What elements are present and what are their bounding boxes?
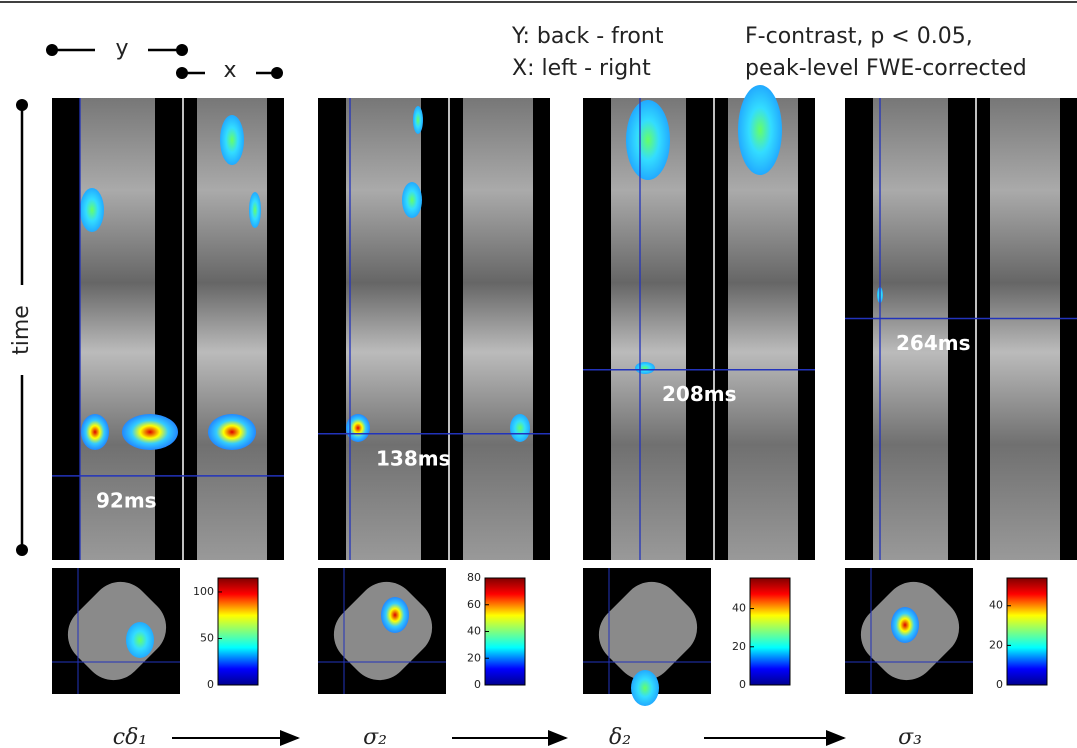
image-strip [873,98,948,560]
panels: 92ms 0 50 100 cδ₁ 138ms 0 20 40 60 80 σ₂ 208ms 0 20 40 δ… [52,85,1077,748]
slice-activation [631,670,659,706]
activation [249,192,261,228]
activation [122,414,178,450]
colorbar-tick-label: 20 [989,638,1003,651]
slice-activation [381,597,409,633]
stage-label: cδ₁ [113,725,147,748]
colorbar-tick-label: 20 [732,640,746,653]
contrast-note: peak-level FWE-corrected [745,56,1027,81]
colorbar-tick-label: 50 [200,631,214,644]
time-label: 138ms [376,446,451,470]
time-label: time [9,305,34,355]
image-strip [197,98,267,560]
slice-activation [126,622,154,658]
colorbar-tick-label: 0 [739,678,746,691]
colorbar-tick-label: 0 [474,678,481,691]
activation [402,182,422,218]
activation [413,106,423,134]
slice-activation [891,607,919,643]
dot [271,67,283,79]
colorbar-tick-label: 20 [467,651,481,664]
colorbar-tick-label: 0 [996,678,1003,691]
colorbar-tick-label: 40 [467,625,481,638]
colorbar-tick-label: 40 [989,599,1003,612]
dot [16,544,28,556]
time-label: 208ms [662,382,737,406]
activation [220,115,244,165]
image-strip [346,98,421,560]
colorbar-tick-label: 60 [467,598,481,611]
colorbar [1007,578,1047,685]
activation [81,414,109,450]
colorbar-tick-label: 40 [732,602,746,615]
colorbar [218,578,258,685]
stage-label: δ₂ [609,725,631,748]
image-strip [463,98,533,560]
x-legend: x [223,58,236,83]
panel: 138ms 0 20 40 60 80 σ₂ [318,98,566,748]
activation [80,188,104,232]
axes-note: X: left - right [512,56,651,81]
colorbar [485,578,525,685]
time-label: 264ms [896,331,971,355]
colorbar-tick-label: 0 [207,678,214,691]
y-legend: y [115,36,128,61]
contrast-note: F-contrast, p < 0.05, [745,24,973,49]
activation [208,414,256,450]
colorbar-tick-label: 80 [467,571,481,584]
axes-note: Y: back - front [511,24,664,49]
activation [626,100,670,180]
activation [738,85,782,175]
colorbar-tick-label: 100 [193,585,214,598]
dot [176,44,188,56]
stage-label: σ₂ [363,725,387,748]
figure: y x Y: back - front X: left - right F-co… [0,0,1077,748]
panel: 264ms 0 20 40 σ₃ [845,98,1077,748]
time-label: 92ms [96,488,157,512]
activation [510,414,530,442]
image-strip [990,98,1060,560]
activation [635,362,655,374]
page: y x Y: back - front X: left - right F-co… [0,0,1077,748]
colorbar [750,578,790,685]
panel: 92ms 0 50 100 cδ₁ [52,98,298,748]
stage-label: σ₃ [898,725,922,748]
panel: 208ms 0 20 40 δ₂ [583,85,844,748]
